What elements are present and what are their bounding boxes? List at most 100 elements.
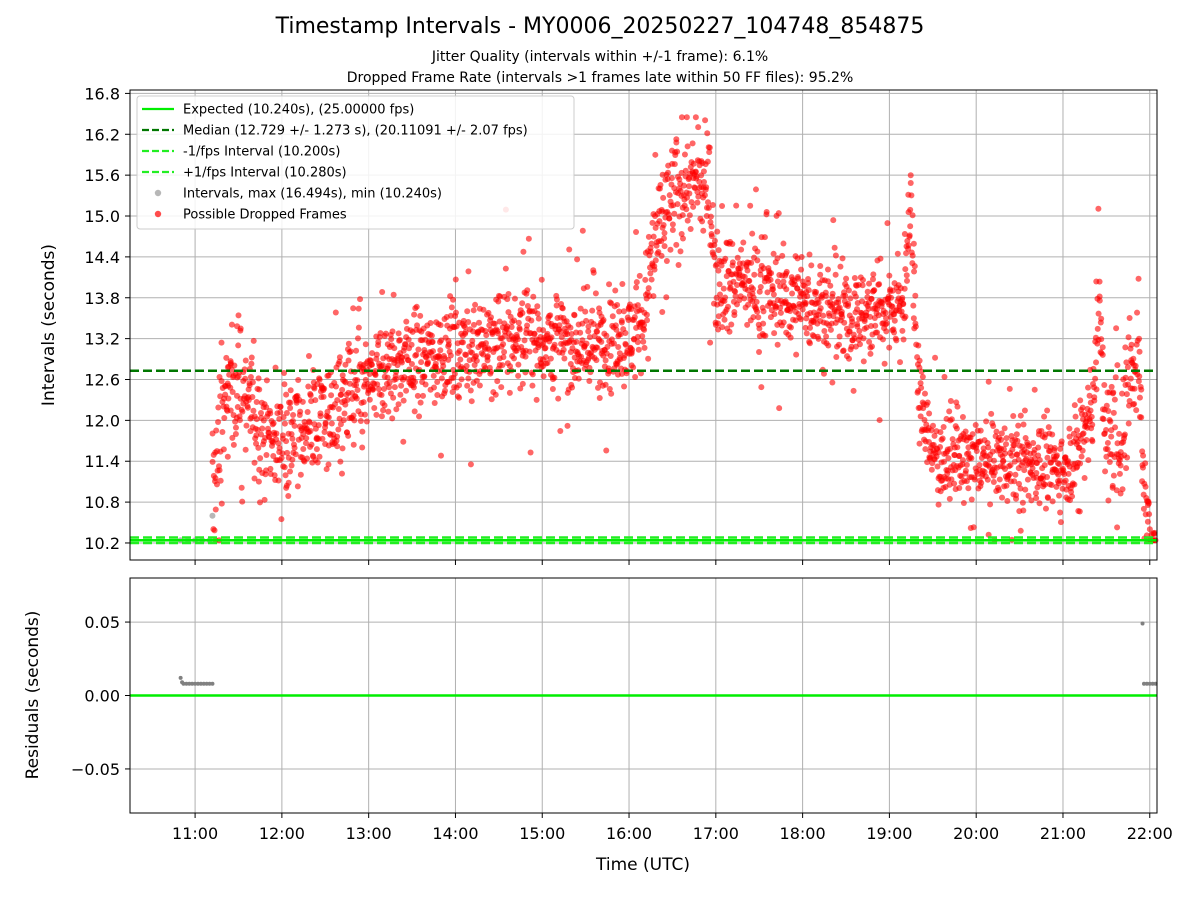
dropped-frame-point [544,359,551,366]
dropped-frame-point [473,357,480,364]
dropped-frame-point [728,321,735,328]
dropped-frame-point [304,455,311,462]
dropped-frame-point [270,420,277,427]
dropped-frame-point [1003,441,1010,448]
dropped-frame-point [740,239,747,246]
dropped-frame-point [1077,397,1084,404]
dropped-frame-point [462,328,469,335]
dropped-frame-point [978,479,985,486]
dropped-frame-point [307,427,314,434]
dropped-frame-point [794,273,801,280]
dropped-frame-point [865,305,872,312]
dropped-frame-point [642,276,649,283]
dropped-frame-point [289,435,296,442]
residual-point [187,681,192,686]
dropped-frame-point [767,276,774,283]
dropped-frame-point [1144,518,1151,525]
dropped-frame-point [577,305,584,312]
dropped-frame-point [242,357,249,364]
dropped-frame-point [313,446,320,453]
dropped-frame-point [1095,205,1102,212]
dropped-frame-point [498,384,505,391]
dropped-frame-point [488,396,495,403]
dropped-frame-point [338,391,345,398]
dropped-frame-point [452,276,459,283]
dropped-frame-point [1032,490,1039,497]
dropped-frame-point [542,354,549,361]
dropped-frame-point [357,296,364,303]
dropped-frame-point [323,466,330,473]
dropped-frame-point [749,230,756,237]
dropped-frame-point [719,203,726,210]
dropped-frame-point [1116,430,1123,437]
dropped-frame-point [390,394,397,401]
dropped-frame-point [320,393,327,400]
dropped-frame-point [253,432,260,439]
dropped-frame-point [829,379,836,386]
dropped-frame-point [902,313,909,320]
dropped-frame-point [218,500,225,507]
dropped-frame-point [292,451,299,458]
dropped-frame-point [325,414,332,421]
dropped-frame-point [442,387,449,394]
dropped-frame-point [941,458,948,465]
dropped-frame-point [249,379,256,386]
dropped-frame-point [440,363,447,370]
dropped-frame-point [408,360,415,367]
dropped-frame-point [751,271,758,278]
dropped-frame-point [636,272,643,279]
dropped-frame-point [1074,427,1081,434]
dropped-frame-point [1045,494,1052,501]
dropped-frame-point [926,410,933,417]
dropped-frame-point [856,328,863,335]
dropped-frame-point [1093,359,1100,366]
dropped-frame-point [564,331,571,338]
dropped-frame-point [583,317,590,324]
dropped-frame-point [1010,413,1017,420]
dropped-frame-point [777,309,784,316]
dropped-frame-point [1058,438,1065,445]
dropped-frame-point [806,324,813,331]
dropped-frame-point [737,265,744,272]
dropped-frame-point [711,237,718,244]
dropped-frame-point [1044,454,1051,461]
legend: Expected (10.240s), (25.00000 fps) Median… [136,95,575,230]
dropped-frame-point [1089,421,1096,428]
dropped-frame-point [671,161,678,168]
dropped-frame-point [1142,460,1149,467]
dropped-frame-point [690,203,697,210]
dropped-frame-point [780,319,787,326]
dropped-frame-point [603,332,610,339]
dropped-frame-point [1033,495,1040,502]
dropped-frame-point [830,313,837,320]
dropped-frame-point [585,323,592,330]
residual-point [178,675,183,680]
dropped-frame-point [362,411,369,418]
dropped-frame-point [1088,413,1095,420]
dropped-frame-point [391,345,398,352]
dropped-frame-point [846,328,853,335]
dropped-frame-point [380,407,387,414]
dropped-frame-point [482,340,489,347]
dropped-frame-point [290,411,297,418]
dropped-frame-point [504,296,511,303]
dropped-frame-point [1001,450,1008,457]
dropped-frame-point [746,277,753,284]
xtick-label: 22:00 [1127,824,1173,843]
dropped-frame-point [832,271,839,278]
dropped-frame-point [679,235,686,242]
dropped-frame-point [650,233,657,240]
dropped-frame-point [480,306,487,313]
dropped-frame-point [345,432,352,439]
dropped-frame-point [589,307,596,314]
dropped-frame-point [909,252,916,259]
dropped-frame-point [635,346,642,353]
dropped-frame-point [939,435,946,442]
dropped-frame-point [1041,413,1048,420]
dropped-frame-point [344,396,351,403]
dropped-frame-point [868,295,875,302]
dropped-frame-point [881,360,888,367]
dropped-frame-point [282,472,289,479]
dropped-frame-point [251,475,258,482]
